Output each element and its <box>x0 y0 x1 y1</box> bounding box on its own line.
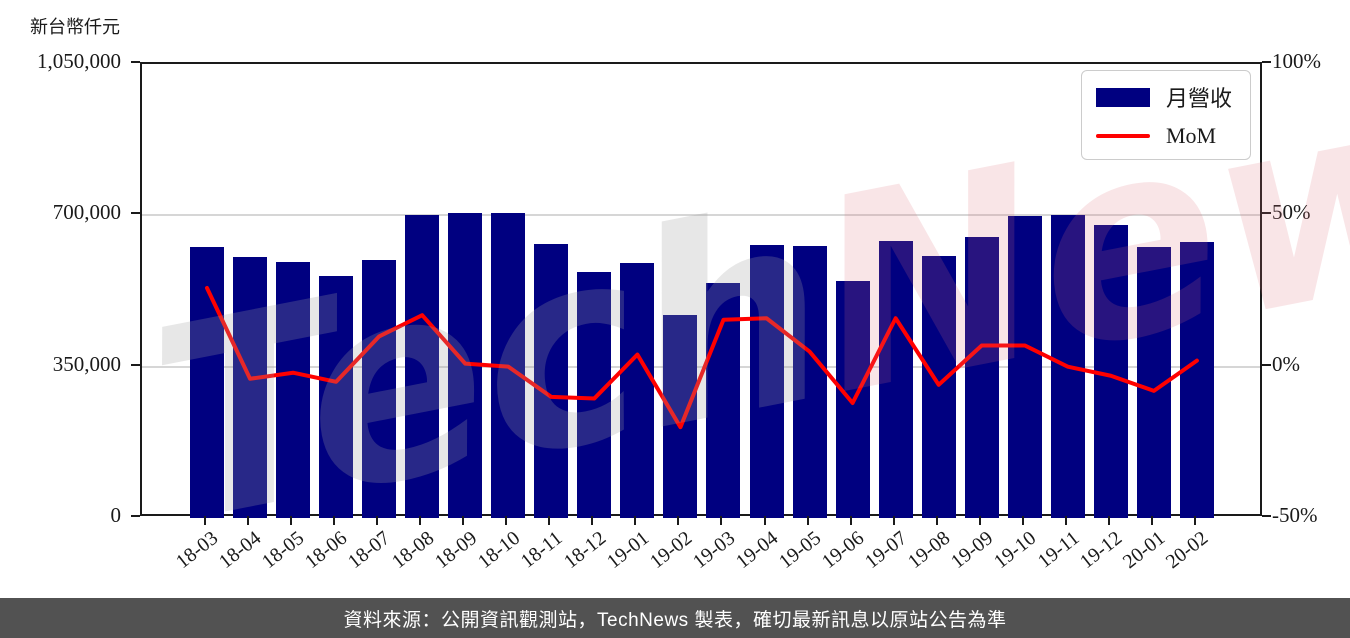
revenue-bar-18-04 <box>233 257 268 518</box>
plot-area: TechNews 月營收 MoM <box>133 0 1350 582</box>
x-tick-text: 19-08 <box>903 527 955 574</box>
x-tick-text: 19-03 <box>688 527 740 574</box>
revenue-bar-19-07 <box>878 241 913 518</box>
x-tick-mark <box>634 516 637 525</box>
y-axis-title: 新台幣仟元 <box>30 17 120 37</box>
y-tick-text: 700,000 <box>52 200 121 225</box>
x-tick-text: 20-02 <box>1162 527 1213 574</box>
left-tick-mark <box>131 363 140 366</box>
x-tick-text: 19-11 <box>1033 527 1084 573</box>
y-tick-text: 0 <box>110 503 122 527</box>
x-tick-mark <box>204 516 206 525</box>
x-tick-mark <box>763 516 766 525</box>
mom-line <box>205 285 1199 430</box>
left-tick-mark <box>131 515 140 517</box>
legend-item-mom: MoM <box>1095 123 1232 149</box>
x-tick-mark <box>419 516 422 525</box>
right-tick-mark <box>1262 212 1271 215</box>
y-tick-text: 100% <box>1272 49 1321 73</box>
y-tick-text: 50% <box>1272 200 1311 225</box>
revenue-bar-19-04 <box>749 245 784 518</box>
x-tick-mark <box>376 516 379 525</box>
x-tick-text: 18-08 <box>387 527 438 574</box>
y-tick-text: 0% <box>1272 351 1300 376</box>
x-tick-mark <box>1021 516 1024 525</box>
right-tick-mark <box>1262 61 1271 63</box>
x-tick-text: 18-11 <box>517 527 567 573</box>
revenue-bar-18-11 <box>534 244 569 518</box>
caption-bar: 資料來源：公開資訊觀測站，TechNews 製表，確切最新訊息以原站公告為準 <box>0 598 1350 638</box>
right-tick-mark <box>1262 515 1271 517</box>
x-tick-text: 18-07 <box>344 527 395 574</box>
y-tick-text: 1,050,000 <box>37 49 121 73</box>
revenue-bar-18-06 <box>319 275 354 518</box>
x-tick-mark <box>548 516 551 525</box>
revenue-bar-18-07 <box>362 259 397 518</box>
right-tick-mark <box>1262 363 1271 366</box>
legend-label-revenue: 月營收 <box>1165 86 1232 111</box>
x-tick-text: 19-07 <box>860 527 912 574</box>
legend: 月營收 MoM <box>1080 70 1251 160</box>
revenue-bar-19-01 <box>620 262 655 518</box>
legend-label-mom: MoM <box>1165 123 1217 148</box>
revenue-bar-18-12 <box>577 272 612 518</box>
x-tick-mark <box>978 516 981 525</box>
x-tick-mark <box>1064 516 1067 525</box>
revenue-bar-19-05 <box>792 246 827 518</box>
caption-text: 資料來源：公開資訊觀測站，TechNews 製表，確切最新訊息以原站公告為準 <box>343 609 1007 631</box>
x-tick-text: 18-10 <box>473 527 524 574</box>
revenue-bar-19-02 <box>663 314 698 518</box>
revenue-bar-19-09 <box>964 236 999 518</box>
x-tick-text: 18-12 <box>559 527 610 574</box>
x-tick-mark <box>333 516 336 525</box>
revenue-bar-19-08 <box>921 256 956 518</box>
x-tick-text: 19-05 <box>774 527 826 574</box>
x-tick-mark <box>290 516 293 525</box>
x-tick-text: 19-12 <box>1076 527 1127 574</box>
x-tick-mark <box>677 516 680 525</box>
x-tick-text: 19-10 <box>989 527 1041 574</box>
x-tick-mark <box>462 516 465 525</box>
left-tick-mark <box>131 61 140 63</box>
x-tick-text: 18-06 <box>301 527 352 574</box>
legend-item-revenue: 月營收 <box>1095 81 1232 113</box>
x-tick-mark <box>849 516 852 525</box>
gridline <box>142 214 1260 217</box>
x-tick-mark <box>591 516 594 525</box>
x-tick-mark <box>935 516 938 525</box>
x-tick-mark <box>720 516 723 525</box>
x-tick-text: 18-04 <box>215 527 266 574</box>
revenue-bar-18-08 <box>405 215 440 518</box>
x-tick-text: 18-03 <box>172 527 223 574</box>
revenue-bar-18-05 <box>276 262 311 518</box>
x-tick-text: 19-02 <box>645 527 696 574</box>
x-tick-text: 19-06 <box>817 527 869 574</box>
x-tick-mark <box>892 516 895 525</box>
x-tick-mark <box>1193 516 1196 525</box>
gridline <box>142 365 1260 368</box>
x-tick-text: 20-01 <box>1119 527 1170 574</box>
revenue-bar-swatch-icon <box>1095 87 1150 107</box>
x-tick-mark <box>806 516 809 525</box>
revenue-bar-19-10 <box>1007 216 1042 518</box>
mom-line-swatch-icon <box>1095 134 1150 138</box>
y-tick-text: 350,000 <box>52 351 121 376</box>
x-tick-mark <box>247 516 250 525</box>
left-tick-mark <box>131 212 140 215</box>
revenue-bar-20-02 <box>1179 241 1214 518</box>
x-tick-text: 18-09 <box>430 527 481 574</box>
x-tick-text: 18-05 <box>258 527 309 574</box>
x-tick-mark <box>505 516 508 525</box>
x-tick-text: 19-04 <box>731 527 783 574</box>
x-tick-text: 19-01 <box>602 527 653 574</box>
y-tick-text: -50% <box>1272 503 1318 527</box>
x-tick-mark <box>1107 516 1110 525</box>
x-tick-text: 19-09 <box>946 527 998 574</box>
x-tick-mark <box>1150 516 1153 525</box>
